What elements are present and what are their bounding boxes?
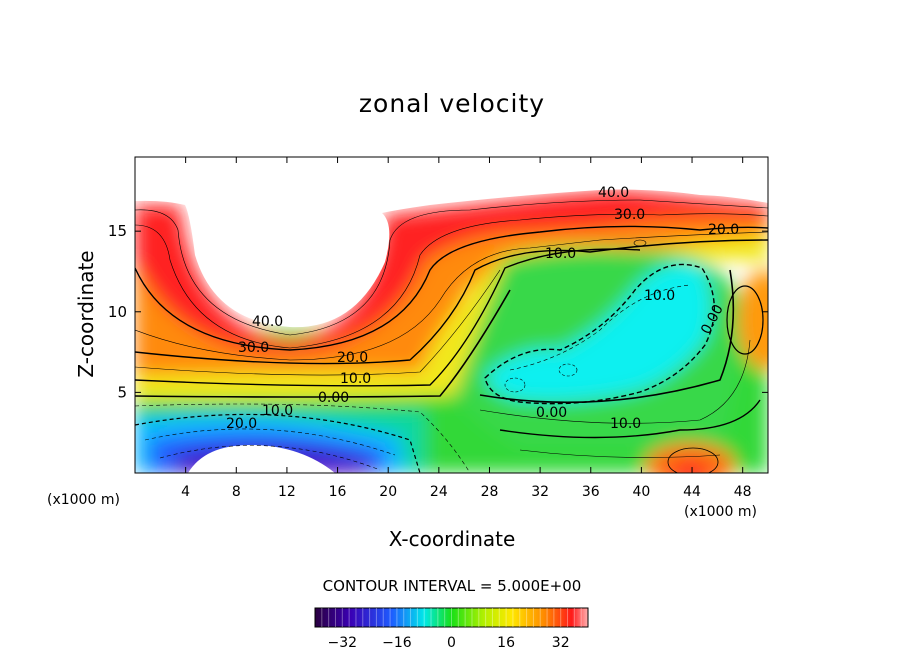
masked-region-bottom [188, 445, 335, 473]
colorbar-ticks: −32 −16 0 16 32 [328, 635, 570, 651]
contour-label: 40.0 [252, 314, 283, 330]
x-tick-label: 36 [582, 484, 600, 500]
x-tick-label: 40 [632, 484, 650, 500]
x-tick-label: 24 [430, 484, 448, 500]
plot-frame [134, 156, 769, 474]
x-tick-label: 12 [278, 484, 296, 500]
y-axis-label: Z-coordinate [74, 250, 98, 377]
y-tick-label: 10 [108, 303, 127, 321]
x-tick-label: 4 [181, 484, 190, 500]
x-tick-label: 28 [481, 484, 499, 500]
colorbar-tick-label: 32 [552, 635, 570, 651]
x-tick-label: 44 [683, 484, 701, 500]
contour-label: 0.00 [536, 405, 567, 421]
contour-label: 20.0 [226, 416, 257, 432]
colorbar-tick-label: 0 [447, 635, 456, 651]
chart-title: zonal velocity [359, 89, 545, 118]
x-axis-label: X-coordinate [389, 527, 516, 551]
contour-label: 20.0 [708, 222, 739, 238]
contour-label: 10.0 [610, 416, 641, 432]
y-tick-label: 5 [117, 383, 127, 401]
colorbar [314, 607, 589, 628]
x-tick-label: 48 [734, 484, 752, 500]
x-tick-label: 32 [531, 484, 549, 500]
contour-label: 10.0 [545, 246, 576, 262]
colorbar-stripes [321, 608, 582, 627]
contour-label: 10.0 [340, 371, 371, 387]
contour-interval-text: CONTOUR INTERVAL = 5.000E+00 [323, 577, 582, 595]
x-axis: 4 8 12 16 20 24 28 32 36 40 44 48 [181, 157, 752, 500]
colorbar-tick-label: 16 [497, 635, 515, 651]
x-tick-label: 20 [379, 484, 397, 500]
contour-label-group: 40.0 30.0 20.0 10.0 10.0 0.00 40.0 30.0 … [226, 185, 739, 432]
x-tick-label: 8 [232, 484, 241, 500]
x-unit-left: (x1000 m) [47, 492, 120, 508]
x-tick-label: 16 [329, 484, 347, 500]
contour-label: 10.0 [644, 288, 675, 304]
y-tick-label: 15 [108, 222, 127, 240]
masked-region-left [135, 157, 768, 328]
colorbar-tick-label: −32 [328, 635, 358, 651]
contour-lines [135, 199, 768, 473]
contour-label: 40.0 [598, 185, 629, 201]
x-unit-right: (x1000 m) [684, 504, 757, 520]
y-axis: 5 10 15 [108, 222, 768, 401]
contour-label: 30.0 [238, 340, 269, 356]
plot-area: 40.0 30.0 20.0 10.0 10.0 0.00 40.0 30.0 … [135, 157, 768, 473]
colorbar-tick-label: −16 [382, 635, 412, 651]
contour-label: 0.00 [318, 390, 349, 406]
contour-label: 30.0 [614, 207, 645, 223]
contour-label: 20.0 [337, 350, 368, 366]
contour-label: 10.0 [262, 403, 293, 419]
